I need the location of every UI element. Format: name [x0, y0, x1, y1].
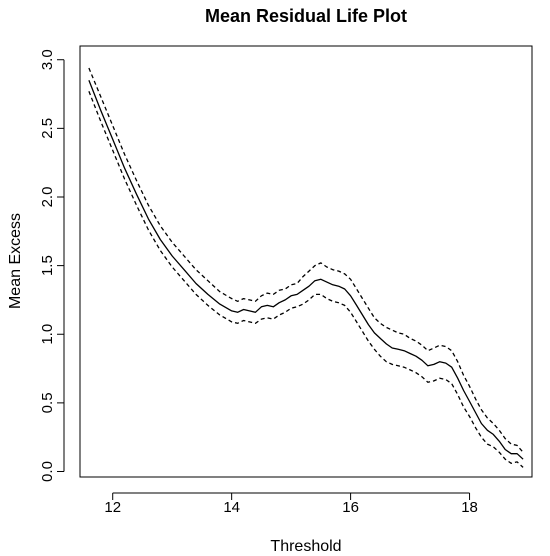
upper-confidence-line [88, 67, 524, 453]
x-tick-label: 14 [223, 499, 240, 516]
y-axis: 0.0 0.5 1.0 1.5 2.0 2.5 3.0 [39, 49, 65, 482]
chart-title: Mean Residual Life Plot [205, 6, 407, 26]
y-tick-label: 1.5 [39, 255, 56, 276]
mean-excess-line [88, 80, 524, 460]
y-tick-label: 2.5 [39, 118, 56, 139]
x-tick-label: 16 [342, 499, 359, 516]
x-axis-label: Threshold [270, 538, 341, 555]
y-tick-label: 3.0 [39, 49, 56, 70]
y-tick-label: 2.0 [39, 187, 56, 208]
y-tick-label: 0.5 [39, 392, 56, 413]
x-tick-label: 12 [104, 499, 121, 516]
y-axis-label: Mean Excess [7, 213, 24, 309]
series-layer [88, 67, 524, 468]
x-tick-label: 18 [461, 499, 478, 516]
plot-area-frame [79, 45, 533, 478]
x-axis: 12 14 16 18 [104, 492, 478, 516]
y-tick-label: 1.0 [39, 324, 56, 345]
y-tick-label: 0.0 [39, 461, 56, 482]
lower-confidence-line [88, 91, 524, 468]
